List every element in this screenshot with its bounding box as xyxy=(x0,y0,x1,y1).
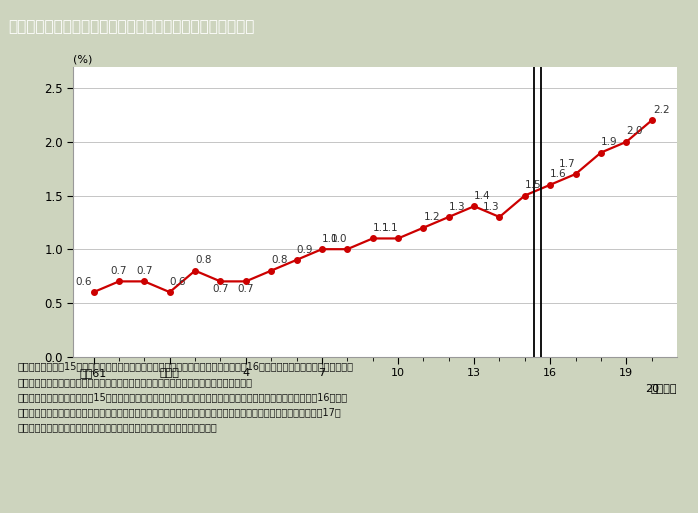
Text: 1.1: 1.1 xyxy=(373,223,389,233)
Text: 0.7: 0.7 xyxy=(111,266,127,276)
Text: 0.6: 0.6 xyxy=(170,277,186,287)
Text: 1.3: 1.3 xyxy=(449,202,466,212)
Text: （年度）: （年度） xyxy=(651,384,677,394)
Text: 0.8: 0.8 xyxy=(195,255,211,265)
Text: 1.3: 1.3 xyxy=(483,202,500,212)
Text: （備考）１．平成15年度以前は人事院「一般職の国家公務員の任用状況調査報告」，16年度以降は総務省・人事院「女性国
　　　　　家公務員の採用・登用の拡大状況等の: （備考）１．平成15年度以前は人事院「一般職の国家公務員の任用状況調査報告」，1… xyxy=(17,362,353,432)
Text: (%): (%) xyxy=(73,54,93,65)
Text: 1.1: 1.1 xyxy=(381,223,398,233)
Text: 第１－１－６図　国家公務員管理職に占める女性割合の推移: 第１－１－６図 国家公務員管理職に占める女性割合の推移 xyxy=(8,19,255,34)
Text: 0.7: 0.7 xyxy=(237,284,254,294)
Text: 1.7: 1.7 xyxy=(559,159,576,169)
Text: 1.9: 1.9 xyxy=(601,137,618,147)
Text: 0.6: 0.6 xyxy=(76,277,92,287)
Text: 1.2: 1.2 xyxy=(424,212,440,222)
Text: 0.8: 0.8 xyxy=(271,255,288,265)
Text: 2.0: 2.0 xyxy=(626,127,643,136)
Text: 1.0: 1.0 xyxy=(331,234,348,244)
Text: 0.9: 0.9 xyxy=(297,245,313,254)
Text: 0.7: 0.7 xyxy=(212,284,229,294)
Text: 1.6: 1.6 xyxy=(550,169,567,180)
Text: 0.7: 0.7 xyxy=(136,266,153,276)
Text: 1.0: 1.0 xyxy=(322,234,339,244)
Text: 1.4: 1.4 xyxy=(474,191,491,201)
Text: 1.5: 1.5 xyxy=(525,180,542,190)
Text: 2.2: 2.2 xyxy=(653,105,669,115)
Text: 20: 20 xyxy=(645,384,659,394)
